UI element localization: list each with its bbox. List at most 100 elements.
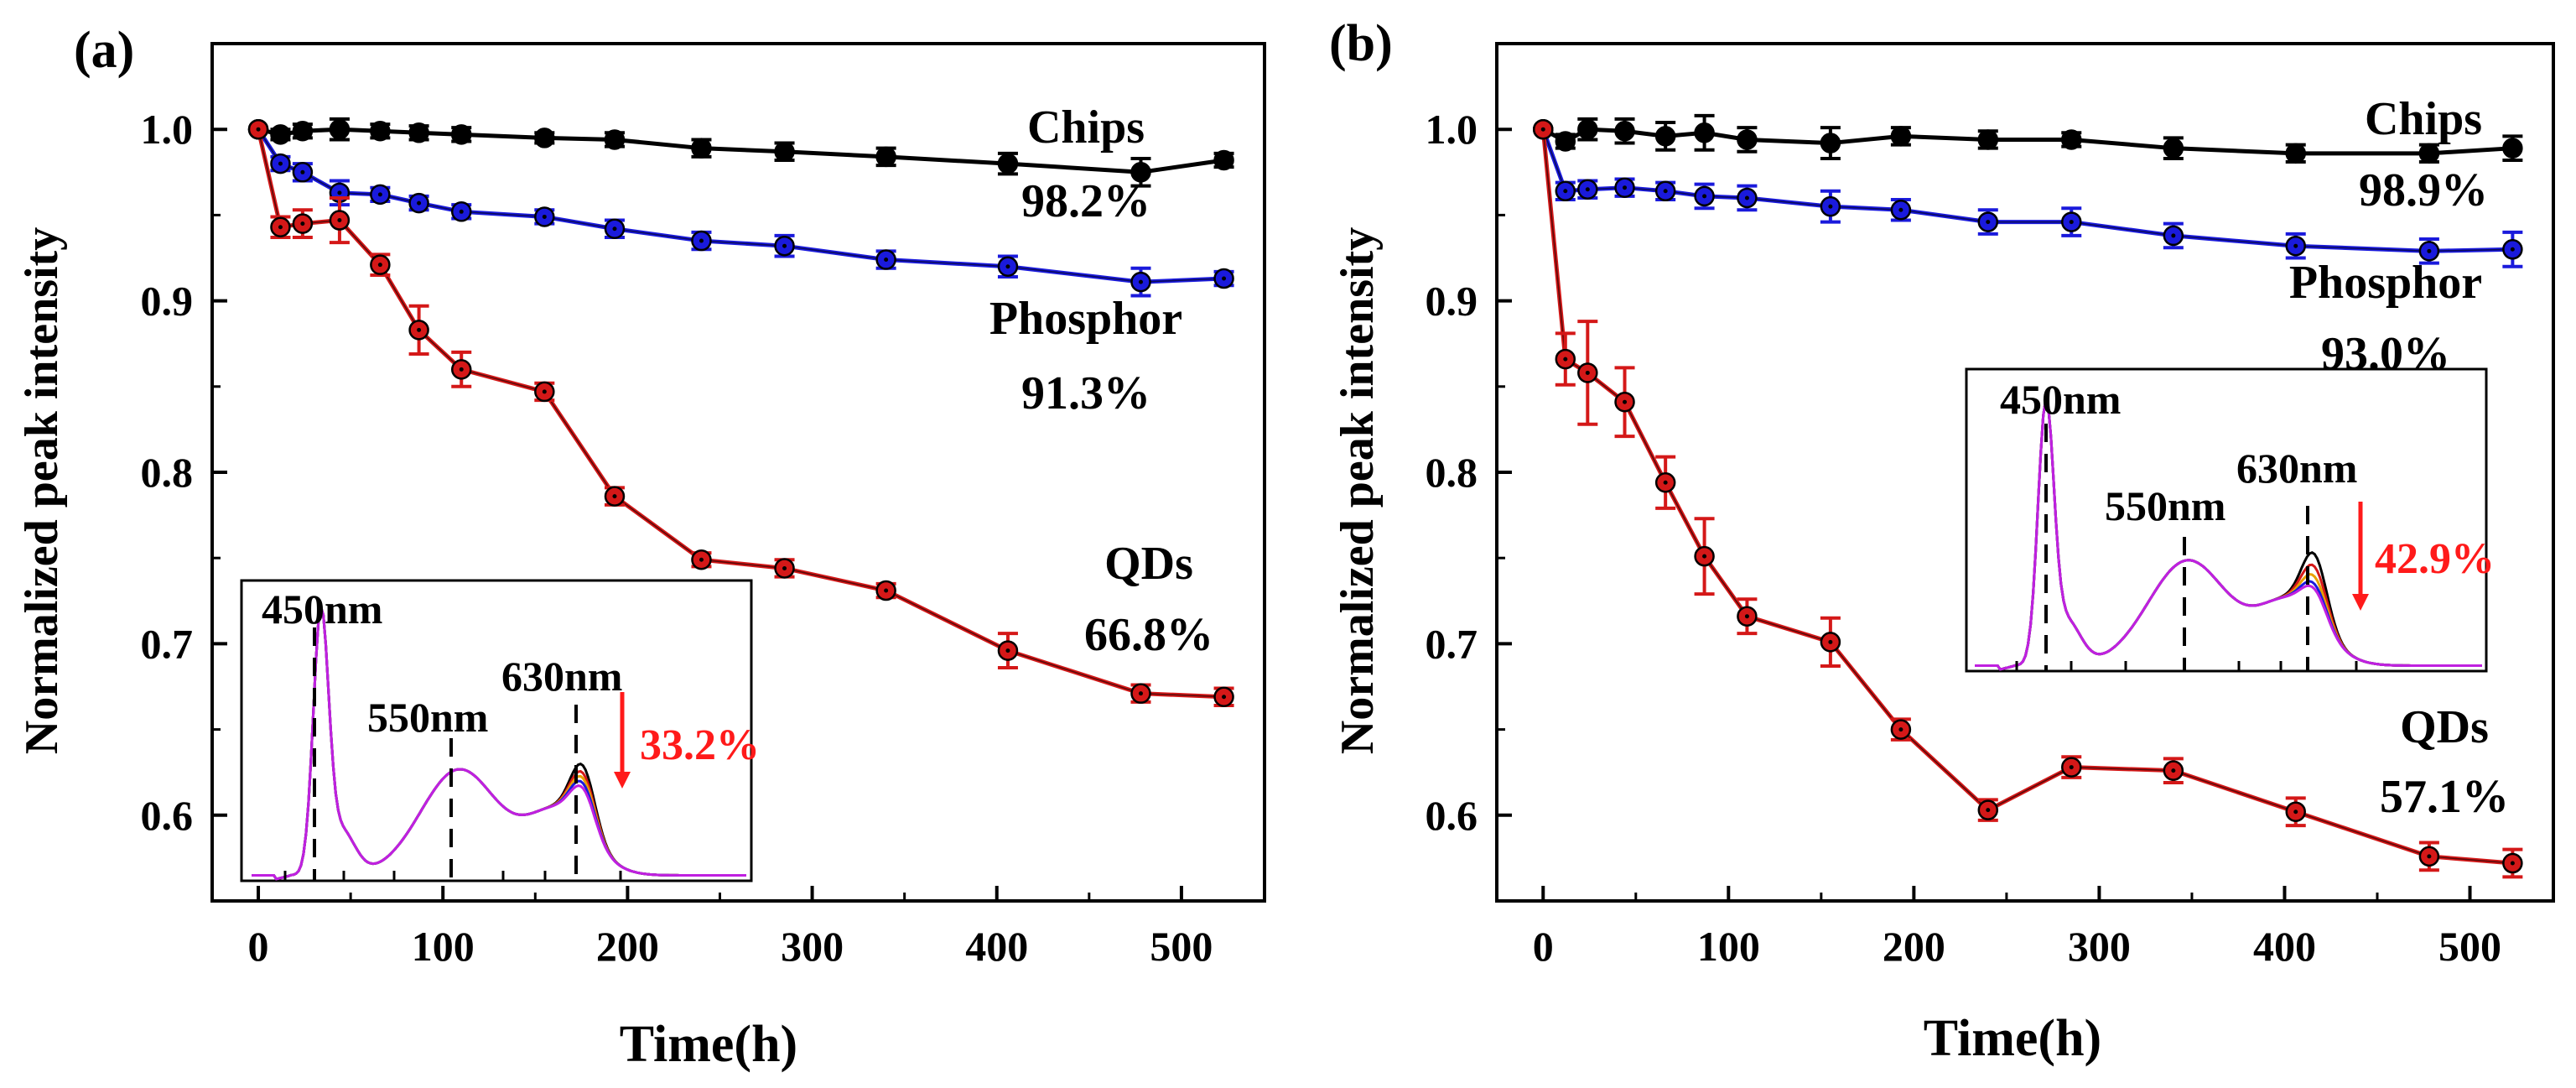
qds-data-point-center — [417, 327, 422, 332]
panel-b-y-axis-title: Normalized peak intensity — [1332, 227, 1384, 754]
phosphor-data-point-center — [2427, 248, 2432, 253]
panel-a-inset-ticks — [283, 871, 622, 881]
panel-a-phosphor-label: Phosphor — [989, 293, 1182, 345]
chips-data-point-center — [300, 128, 305, 133]
phosphor-data-point-center — [2510, 247, 2515, 252]
panel-a-chips-percent: 98.2% — [1021, 175, 1150, 227]
qds-data-point-center — [542, 389, 547, 394]
chips-data-point-center — [377, 128, 382, 133]
qds-data-point-center — [337, 218, 342, 223]
chips-data-point-center — [2510, 146, 2515, 151]
panel-b-qds-percent: 57.1% — [2380, 771, 2509, 823]
panel-b-inset: 450nm 550nm 630nm 42.9% — [1965, 367, 2495, 673]
panel-b-inset-spectra — [1975, 398, 2482, 671]
x-tick-label: 100 — [1697, 923, 1760, 970]
qds-data-point-center — [1222, 695, 1227, 700]
panel-b-chips-label: Chips — [2365, 93, 2482, 145]
phosphor-data-point-center — [612, 226, 617, 232]
panel-a-decrease-label: 33.2% — [640, 721, 760, 769]
qds-data-point-center — [256, 127, 261, 132]
phosphor-data-point-center — [1744, 195, 1749, 200]
qds-data-point-center — [1663, 480, 1668, 485]
phosphor-data-point-center — [1898, 207, 1903, 212]
chips-data-point-center — [542, 135, 547, 140]
qds-data-point-center — [2293, 809, 2298, 815]
phosphor-data-point-center — [1585, 187, 1590, 192]
qds-data-point-center — [278, 225, 283, 230]
x-tick-label: 300 — [2068, 923, 2131, 970]
panel-b: (b) Normalized peak intensity Time(h) 0 1… — [1329, 15, 2555, 1067]
phosphor-data-point-center — [699, 238, 704, 243]
panel-a-label: (a) — [74, 22, 134, 79]
phosphor-data-point-center — [1005, 264, 1010, 269]
panel-b-inset-peak-450: 450nm — [2000, 376, 2121, 423]
chips-data-point-center — [884, 154, 889, 159]
phosphor-data-point-center — [337, 190, 342, 195]
panel-a-inset-peak-450: 450nm — [262, 586, 382, 632]
phosphor-data-point-center — [1222, 276, 1227, 281]
y-tick-label: 0.7 — [1426, 620, 1478, 667]
chips-data-point-center — [1623, 128, 1628, 133]
chips-data-point-center — [1663, 133, 1668, 138]
chips-data-point-center — [1138, 169, 1143, 174]
panel-a-inset-spectra — [252, 606, 746, 881]
chips-data-point-center — [1222, 158, 1227, 163]
x-tick-label: 0 — [1533, 923, 1554, 970]
chips-data-point-center — [2069, 137, 2074, 142]
phosphor-data-point-center — [2069, 220, 2074, 225]
panel-a-axis-ticks: 0 100 200 300 400 500 0.6 0.7 0.8 0.9 1.0 — [141, 106, 1213, 970]
panel-b-inset-frame — [1965, 367, 2488, 673]
chips-data-point-center — [2427, 151, 2432, 156]
chips-data-point-center — [782, 149, 787, 154]
phosphor-data-point-center — [459, 209, 464, 214]
qds-data-point-center — [1898, 727, 1903, 732]
chips-data-point-center — [1828, 141, 1833, 146]
chips-data-point-center — [417, 130, 422, 135]
qds-data-point-center — [1623, 399, 1628, 404]
panel-a-phosphor-percent: 91.3% — [1021, 367, 1150, 419]
panel-b-inset-peak-630: 630nm — [2236, 445, 2357, 492]
panel-a-qds-label: QDs — [1104, 538, 1193, 590]
qds-data-point-center — [1828, 639, 1833, 644]
chips-data-point-center — [2171, 146, 2176, 151]
chips-data-point-center — [278, 132, 283, 137]
chips-data-point-center — [1005, 161, 1010, 166]
qds-data-point-center — [300, 221, 305, 226]
y-tick-label: 0.6 — [1426, 792, 1478, 839]
x-tick-label: 300 — [781, 923, 844, 970]
x-tick-label: 500 — [2438, 923, 2501, 970]
y-tick-label: 0.8 — [141, 449, 194, 496]
x-tick-label: 0 — [248, 923, 269, 970]
qds-data-point-center — [2171, 768, 2176, 773]
panel-a-inset: 450nm 550nm 630nm 33.2% — [240, 579, 760, 882]
qds-data-point-center — [699, 557, 704, 562]
phosphor-data-point-center — [2171, 233, 2176, 238]
panel-a-x-axis-title: Time(h) — [620, 1016, 797, 1073]
phosphor-data-point-center — [2293, 243, 2298, 248]
qds-data-point-center — [612, 494, 617, 499]
qds-data-point-center — [1540, 127, 1545, 132]
inset-spectrum-curve — [252, 606, 746, 881]
phosphor-data-point-center — [278, 161, 283, 166]
x-tick-label: 200 — [1883, 923, 1945, 970]
chips-data-point-center — [1898, 133, 1903, 138]
phosphor-data-point-center — [1663, 189, 1668, 194]
x-tick-label: 400 — [2253, 923, 2316, 970]
panel-a-inset-peak-550: 550nm — [367, 694, 488, 741]
y-tick-label: 0.7 — [141, 620, 194, 667]
chips-data-point-center — [612, 137, 617, 142]
qds-data-point-center — [1986, 808, 1991, 813]
qds-data-point-center — [1005, 648, 1010, 653]
panel-b-decrease-label: 42.9% — [2375, 535, 2495, 583]
chips-data-point-center — [1563, 139, 1568, 144]
phosphor-data-point-center — [1986, 220, 1991, 225]
qds-data-point-center — [1138, 691, 1143, 696]
qds-data-point-center — [1702, 554, 1707, 559]
panel-b-x-axis-title: Time(h) — [1924, 1010, 2101, 1067]
x-tick-label: 500 — [1150, 923, 1213, 970]
panel-a-inset-peak-630: 630nm — [501, 653, 622, 700]
phosphor-data-point-center — [1623, 185, 1628, 190]
phosphor-data-point-center — [1563, 189, 1568, 194]
phosphor-data-point-center — [1138, 279, 1143, 284]
